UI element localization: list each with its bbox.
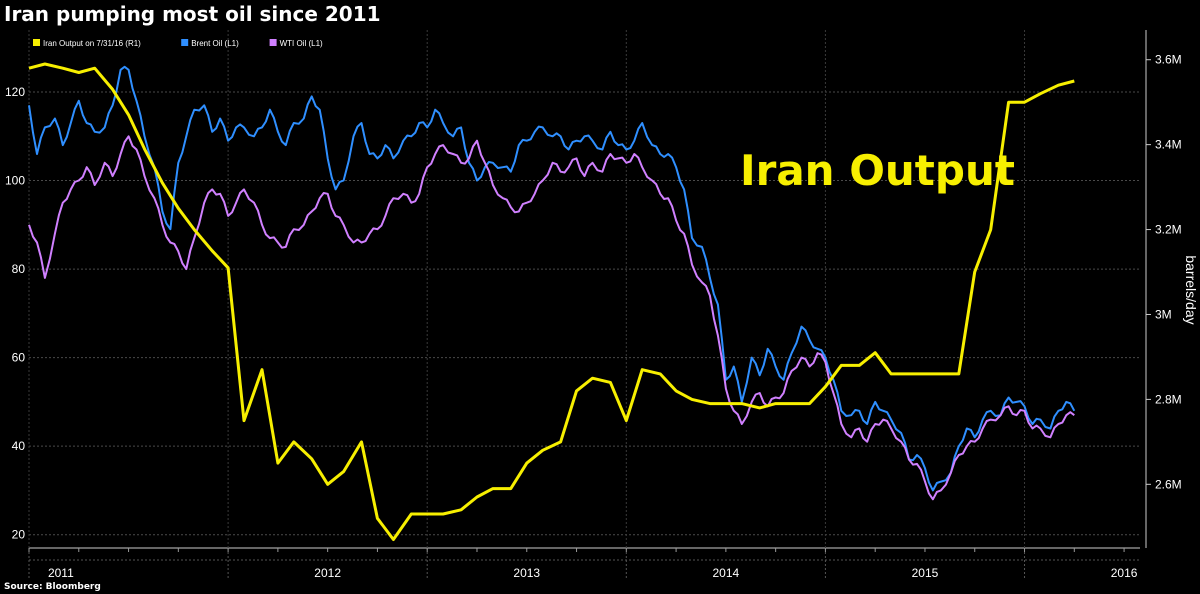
series-line-wti	[28, 135, 1075, 501]
x-tick-label: 2014	[713, 566, 740, 580]
x-tick-label: 2013	[513, 566, 540, 580]
series-line-iran	[28, 62, 1075, 541]
x-tick-label: 2015	[912, 566, 939, 580]
y-left-tick-label: 60	[12, 351, 26, 365]
y-left-tick-label: 20	[12, 528, 26, 542]
series-line-brent	[28, 65, 1076, 492]
x-tick-label: 2012	[314, 566, 341, 580]
source-note: Source: Bloomberg	[4, 582, 101, 592]
legend-swatch	[33, 39, 40, 46]
y-left-tick-label: 80	[12, 262, 26, 276]
y-left-tick-label: 100	[5, 174, 25, 188]
y-right-tick-label: 3.4M	[1155, 138, 1182, 152]
x-tick-label: 2011	[48, 566, 74, 580]
y-left-tick-label: 40	[12, 439, 26, 453]
y-left-tick-label: 120	[5, 85, 25, 99]
legend-label: Iran Output on 7/31/16 (R1)	[43, 39, 141, 48]
y-right-tick-label: 2.8M	[1155, 392, 1182, 406]
chart-title: Iran pumping most oil since 2011	[4, 2, 381, 26]
annotation-iran-output: Iran Output	[740, 146, 1015, 195]
legend-swatch	[181, 39, 189, 46]
legend-label: Brent Oil (L1)	[191, 39, 239, 48]
legend-label: WTI Oil (L1)	[280, 39, 323, 48]
x-tick-label: 2016	[1111, 566, 1138, 580]
y-right-tick-label: 3.2M	[1155, 223, 1182, 237]
y-right-tick-label: 3M	[1155, 307, 1172, 321]
right-axis-label: barrels/day	[1183, 255, 1199, 324]
y-right-tick-label: 2.6M	[1155, 477, 1182, 491]
legend-swatch	[269, 39, 277, 46]
y-right-tick-label: 3.6M	[1155, 53, 1182, 67]
